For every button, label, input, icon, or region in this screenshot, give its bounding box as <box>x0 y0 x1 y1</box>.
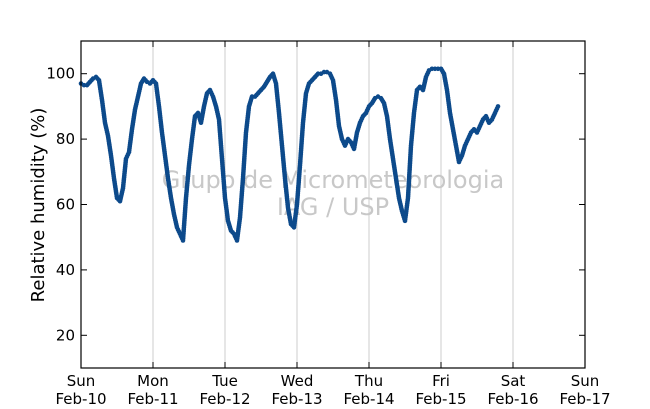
x-tick-label-date: Feb-12 <box>199 390 250 408</box>
x-tick-label-day: Thu <box>354 372 383 390</box>
y-axis-title: Relative humidity (%) <box>28 108 49 303</box>
y-tick-label: 20 <box>56 326 75 344</box>
x-tick-label-date: Feb-11 <box>127 390 178 408</box>
watermark-line-1: Grupo de Micrometeorologia <box>162 166 504 194</box>
data-point <box>495 104 501 109</box>
x-tick-label-date: Feb-16 <box>487 390 538 408</box>
x-tick-label-date: Feb-14 <box>343 390 394 408</box>
x-tick-label-date: Feb-13 <box>271 390 322 408</box>
watermark: Grupo de Micrometeorologia IAG / USP <box>162 166 504 221</box>
y-tick-label: 80 <box>56 130 75 148</box>
y-tick-label: 40 <box>56 261 75 279</box>
x-tick-label-day: Fri <box>432 372 450 390</box>
data-points <box>78 66 501 243</box>
x-tick-label-date: Feb-15 <box>415 390 466 408</box>
y-tick-label: 60 <box>56 196 75 214</box>
x-tick-label-date: Feb-10 <box>55 390 106 408</box>
x-tick-label-day: Tue <box>211 372 238 390</box>
y-axis-ticks: 20 40 60 80 100 <box>46 65 585 344</box>
x-tick-label-date: Feb-17 <box>559 390 610 408</box>
x-tick-label-day: Sun <box>67 372 96 390</box>
x-tick-label-day: Sun <box>571 372 600 390</box>
x-tick-label-day: Wed <box>281 372 314 390</box>
y-tick-label: 100 <box>46 65 75 83</box>
x-tick-label-day: Sat <box>501 372 526 390</box>
x-tick-label-day: Mon <box>137 372 169 390</box>
x-axis-ticks: SunFeb-10MonFeb-11TueFeb-12WedFeb-13ThuF… <box>55 41 611 408</box>
